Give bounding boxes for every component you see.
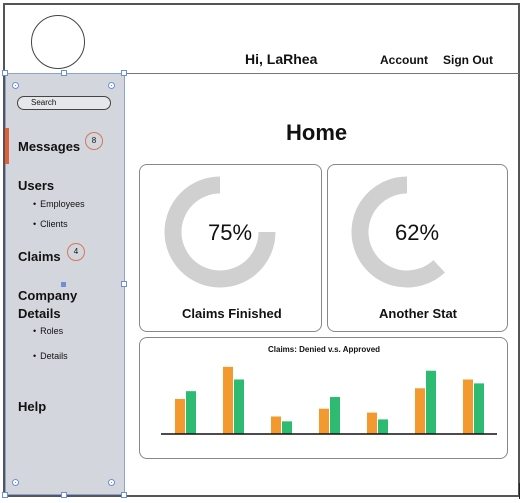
page-title: Home: [286, 120, 348, 145]
stat-label: Another Stat: [379, 306, 457, 321]
gauge-arc: [164, 176, 276, 288]
header-divider: [4, 73, 519, 74]
search-input[interactable]: Search: [17, 96, 111, 110]
gauge-arc: [351, 176, 445, 288]
rotate-handle[interactable]: [108, 479, 115, 486]
chart-card: [139, 337, 508, 459]
user-greeting: Hi, LaRhea: [245, 51, 318, 67]
sidebar-item-help[interactable]: Help: [18, 399, 47, 414]
stat-label: Claims Finished: [182, 306, 282, 321]
stat-card: 62% Another Stat: [327, 164, 508, 332]
chart-bar: [415, 388, 425, 434]
chart-bar: [234, 379, 244, 434]
chart-bar: [474, 383, 484, 434]
frame-edge: [519, 483, 522, 499]
chart-bar: [367, 412, 377, 434]
chart-bar: [223, 366, 233, 434]
selection-handle[interactable]: [61, 70, 67, 76]
selection-handle[interactable]: [121, 281, 127, 287]
sidebar-item-company[interactable]: Company: [18, 288, 78, 303]
sidebar-sub-details[interactable]: Details: [33, 351, 68, 361]
chart-bar: [271, 416, 281, 434]
sidebar-sub-clients[interactable]: Clients: [33, 219, 68, 229]
chart-bar: [319, 408, 329, 434]
stat-value: 75%: [208, 220, 253, 245]
sidebar-item-messages[interactable]: Messages: [18, 139, 81, 154]
center-handle[interactable]: [61, 282, 66, 287]
selection-handle[interactable]: [121, 492, 127, 498]
selection-handle[interactable]: [121, 70, 127, 76]
stat-value: 62%: [395, 220, 440, 245]
gauge-claims-finished: [164, 176, 276, 288]
chart-bar: [463, 379, 473, 434]
sidebar-item-users[interactable]: Users: [18, 178, 55, 193]
bar-chart: [161, 366, 497, 435]
chart-bar: [426, 370, 436, 434]
rotate-handle[interactable]: [12, 479, 19, 486]
sidebar-sub-employees[interactable]: Employees: [33, 199, 85, 209]
chart-bar: [175, 398, 185, 434]
stat-card: 75% Claims Finished: [139, 164, 322, 332]
sidebar-item-company-details[interactable]: Details: [18, 306, 61, 321]
selection-handle[interactable]: [2, 70, 8, 76]
chart-bar: [378, 419, 388, 434]
rotate-handle[interactable]: [12, 82, 19, 89]
selection-handle[interactable]: [2, 492, 8, 498]
chart-bar: [282, 421, 292, 434]
sign-out-link[interactable]: Sign Out: [443, 53, 493, 67]
sidebar-item-claims[interactable]: Claims: [18, 249, 61, 264]
rotate-handle[interactable]: [108, 82, 115, 89]
sidebar-sub-roles[interactable]: Roles: [33, 326, 63, 336]
selection-handle[interactable]: [61, 492, 67, 498]
logo-placeholder[interactable]: [31, 15, 85, 69]
account-link[interactable]: Account: [380, 53, 428, 67]
chart-title: Claims: Denied v.s. Approved: [268, 345, 381, 354]
messages-badge: 8: [85, 132, 103, 150]
gauge-another-stat: [351, 176, 445, 288]
chart-bar: [330, 397, 340, 434]
active-indicator: [5, 128, 9, 164]
chart-bar: [186, 391, 196, 434]
claims-badge: 4: [67, 243, 85, 261]
